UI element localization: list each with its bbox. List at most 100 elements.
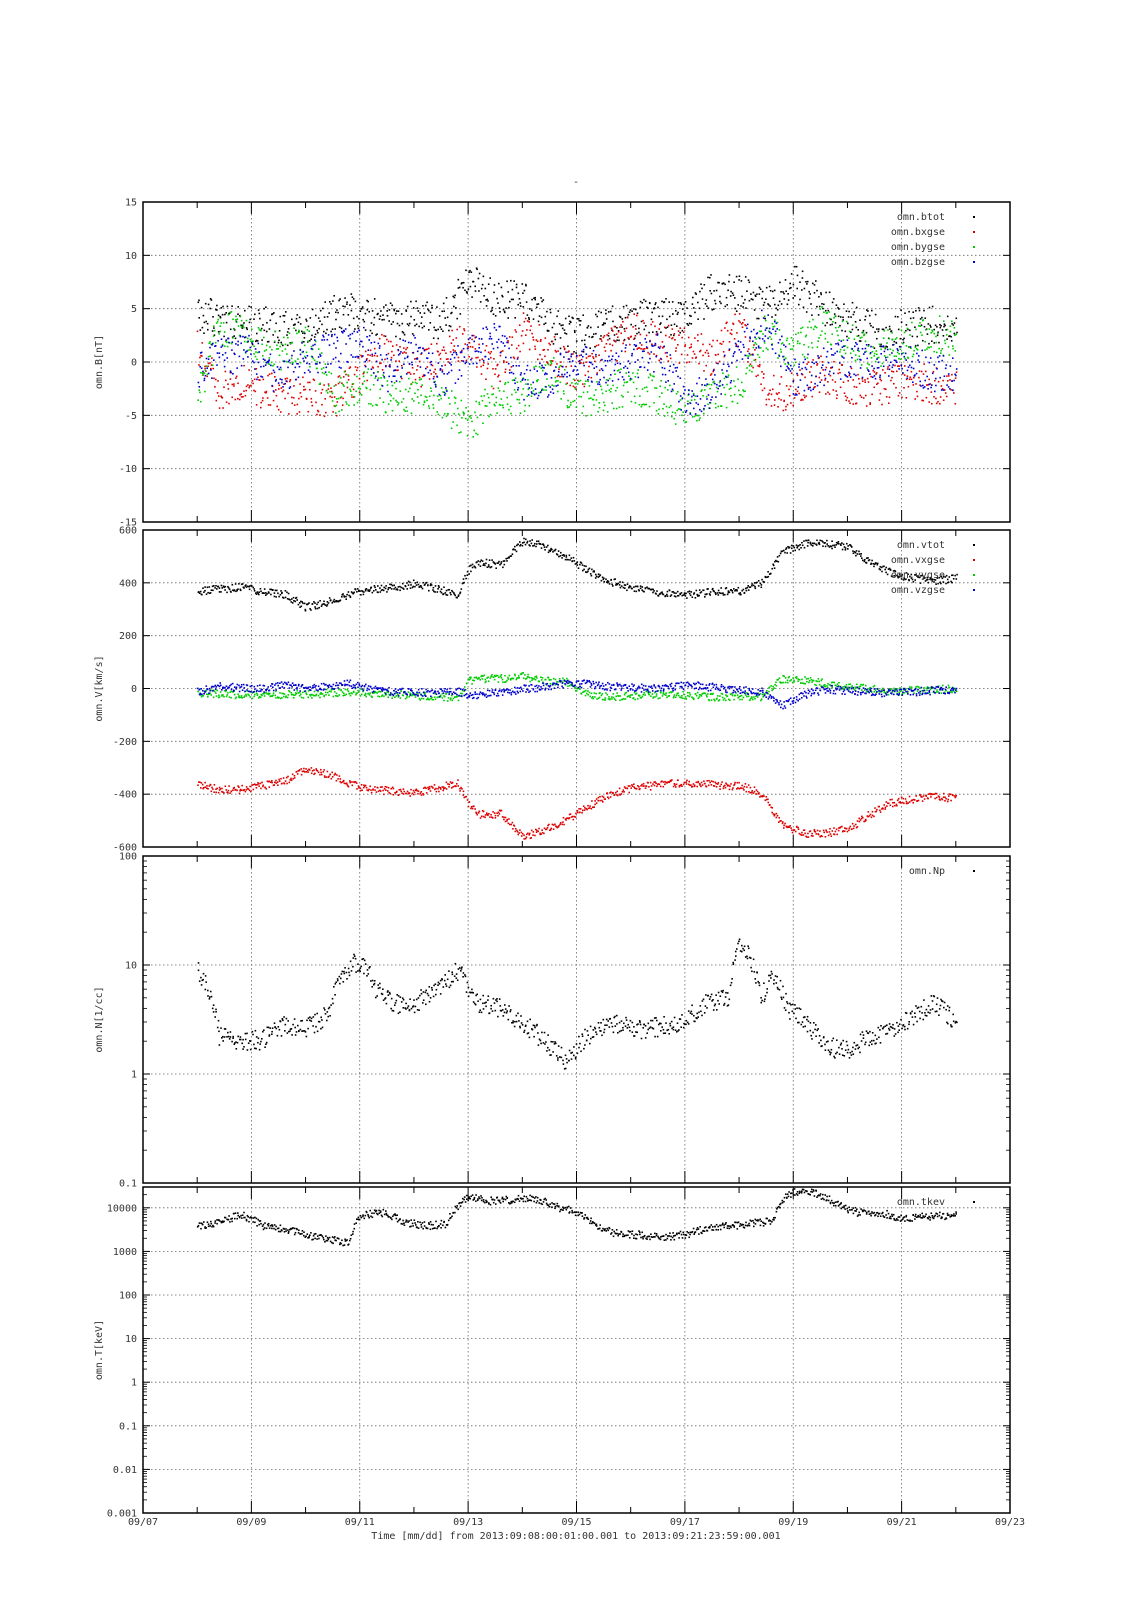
data-point-vxgse	[363, 785, 366, 788]
data-point-bxgse	[284, 397, 286, 400]
data-point-vxgse	[379, 790, 382, 792]
data-point-bygse	[525, 383, 527, 385]
data-point-bxgse	[928, 401, 930, 403]
data-point-bxgse	[224, 370, 227, 373]
data-point-bxgse	[349, 366, 352, 368]
data-point-btot	[782, 291, 784, 293]
data-point-btot	[415, 323, 418, 326]
data-point-vtot	[377, 585, 379, 587]
data-point-bxgse	[282, 389, 285, 392]
data-point-vtot	[900, 575, 903, 577]
data-point-bxgse	[624, 350, 627, 353]
data-point-bzgse	[603, 376, 605, 379]
data-point-vtot	[433, 590, 435, 593]
data-point-btot	[459, 313, 462, 315]
data-point-vtot	[790, 544, 793, 547]
data-point-vtot	[898, 576, 901, 578]
data-point-bzgse	[598, 383, 601, 386]
data-point-vxgse	[455, 785, 457, 788]
data-point-bxgse	[705, 364, 707, 367]
data-point-btot	[880, 343, 882, 346]
data-point-bxgse	[267, 374, 269, 377]
data-point-bygse	[376, 404, 378, 406]
data-point-bxgse	[918, 376, 920, 379]
data-point-bygse	[418, 379, 421, 381]
data-point-bygse	[512, 379, 515, 381]
data-point-bzgse	[202, 370, 204, 373]
data-point-vtot	[571, 560, 574, 562]
data-point-bzgse	[815, 361, 818, 363]
data-point-bygse	[593, 394, 595, 396]
data-point-btot	[686, 307, 688, 309]
data-point-bzgse	[424, 374, 426, 377]
data-point-vxgse	[372, 789, 374, 791]
data-point-vtot	[611, 583, 613, 586]
data-point-bygse	[280, 368, 282, 371]
data-point-bzgse	[357, 355, 360, 358]
data-point-btot	[939, 323, 941, 326]
data-point-vtot	[934, 579, 937, 581]
data-point-bzgse	[337, 360, 340, 363]
data-point-btot	[363, 320, 366, 323]
data-point-bygse	[235, 321, 238, 324]
data-point-vtot	[685, 592, 687, 595]
data-point-bygse	[466, 434, 469, 437]
data-point-bygse	[533, 393, 535, 395]
data-point-vtot	[771, 567, 773, 570]
data-point-bxgse	[779, 383, 781, 385]
data-point-bzgse	[627, 360, 630, 362]
data-point-btot	[780, 291, 782, 293]
data-point-bxgse	[841, 364, 843, 366]
data-point-vtot	[843, 546, 846, 548]
data-point-bygse	[368, 402, 370, 405]
data-point-bzgse	[292, 371, 295, 373]
data-point-vxgse	[443, 787, 445, 790]
data-point-bzgse	[886, 348, 889, 351]
data-point-vtot	[831, 547, 833, 550]
data-point-btot	[256, 332, 258, 335]
data-point-bxgse	[237, 397, 239, 400]
data-point-btot	[661, 315, 664, 318]
data-point-vtot	[353, 591, 355, 594]
data-point-bxgse	[836, 394, 838, 396]
data-point-bygse	[649, 373, 651, 375]
data-point-bxgse	[499, 380, 501, 383]
data-point-bygse	[792, 345, 795, 347]
data-point-vtot	[445, 593, 447, 596]
data-point-btot	[909, 329, 911, 332]
data-point-btot	[752, 291, 755, 294]
data-point-vxgse	[221, 787, 223, 790]
data-point-bxgse	[425, 348, 427, 351]
data-point-btot	[701, 298, 704, 300]
data-point-bzgse	[516, 358, 519, 360]
data-point-bxgse	[788, 394, 791, 397]
data-point-bxgse	[281, 390, 284, 393]
data-point-bxgse	[244, 394, 247, 397]
data-point-bzgse	[696, 382, 698, 385]
data-point-vxgse	[284, 780, 287, 782]
data-point-vxgse	[227, 789, 230, 792]
data-point-bxgse	[754, 358, 757, 361]
data-point-btot	[537, 303, 540, 305]
data-point-bxgse	[462, 333, 464, 335]
data-point-bygse	[657, 413, 660, 415]
data-point-bygse	[448, 397, 450, 399]
data-point-btot	[443, 310, 445, 312]
data-point-bzgse	[778, 355, 781, 357]
data-point-bxgse	[757, 374, 759, 377]
data-point-btot	[427, 308, 429, 311]
data-point-bxgse	[218, 395, 220, 397]
data-point-bygse	[467, 410, 470, 413]
data-point-bzgse	[547, 394, 550, 396]
data-point-btot	[219, 315, 222, 318]
data-point-vxgse	[374, 789, 376, 791]
data-point-bzgse	[623, 378, 625, 381]
data-point-btot	[796, 274, 799, 277]
data-point-bzgse	[301, 342, 303, 344]
data-point-vtot	[824, 542, 826, 544]
data-point-bxgse	[260, 401, 262, 404]
data-point-vtot	[322, 603, 325, 605]
data-point-vtot	[457, 595, 460, 597]
data-point-btot	[764, 317, 766, 320]
data-point-bygse	[532, 389, 535, 392]
